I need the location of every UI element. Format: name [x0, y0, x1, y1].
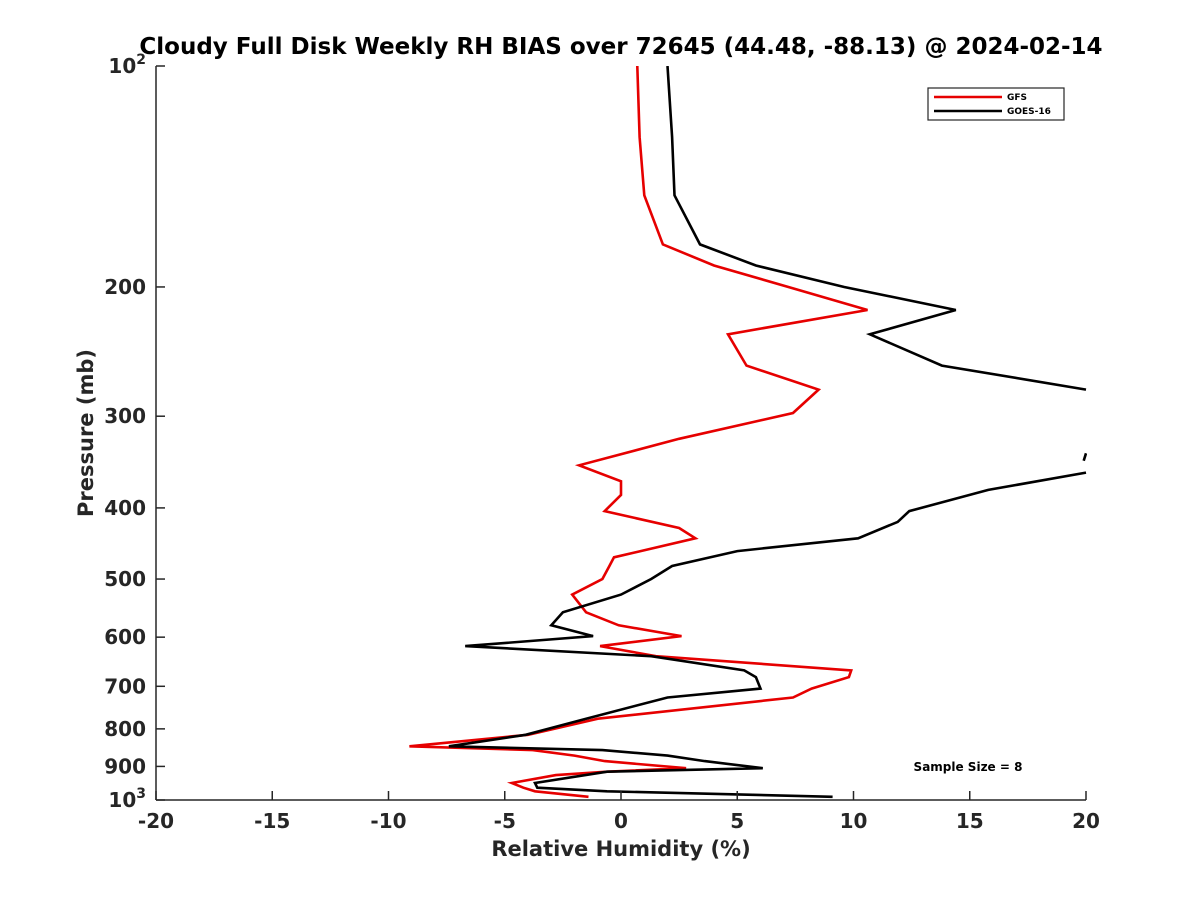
y-tick-label: 300 [104, 404, 146, 428]
x-tick-label: -20 [138, 809, 174, 833]
x-tick-label: 5 [730, 809, 744, 833]
x-tick-label: 15 [956, 809, 984, 833]
y-tick-label: 102 [108, 52, 146, 78]
series-layer [409, 66, 1087, 799]
legend: GFS GOES-16 [927, 87, 1065, 121]
x-axis-label: Relative Humidity (%) [491, 837, 750, 861]
x-tick-label: 0 [614, 809, 628, 833]
chart-title: Cloudy Full Disk Weekly RH BIAS over 726… [139, 34, 1102, 60]
legend-goes16-label: GOES-16 [1007, 107, 1051, 117]
sample-size-note: Sample Size = 8 [914, 760, 1023, 774]
y-tick-label: 600 [104, 625, 146, 649]
x-tick-label: -10 [370, 809, 406, 833]
y-tick-label: 700 [104, 674, 146, 698]
y-tick-label: 500 [104, 567, 146, 591]
y-tick-label: 900 [104, 754, 146, 778]
y-tick-label: 400 [104, 496, 146, 520]
legend-box [927, 87, 1065, 121]
x-tick-label: -15 [254, 809, 290, 833]
gfs-series-line [409, 66, 868, 799]
legend-gfs-label: GFS [1007, 93, 1027, 103]
y-tick-label: 103 [108, 786, 146, 812]
y-tick-label: 200 [104, 275, 146, 299]
x-tick-label: -5 [494, 809, 516, 833]
x-tick-label: 10 [840, 809, 868, 833]
goes-16-series-line [448, 66, 1087, 799]
y-tick-label: 800 [104, 717, 146, 741]
y-ticks: 102 200 300 400 500 600 700 800 900 103 [104, 52, 165, 812]
x-ticks: -20 -15 -10 -5 0 5 10 15 20 [138, 791, 1100, 833]
x-tick-label: 20 [1072, 809, 1100, 833]
y-axis-label: Pressure (mb) [74, 349, 98, 517]
